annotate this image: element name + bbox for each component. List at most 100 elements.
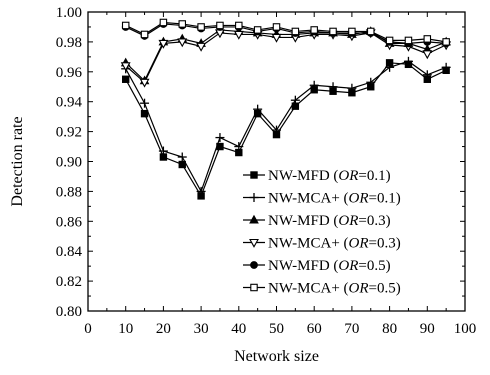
legend-label-base: NW-MCA+ xyxy=(268,281,344,297)
data-point-s1 xyxy=(403,56,413,66)
data-point-s5 xyxy=(235,21,243,30)
series-layer xyxy=(120,18,452,200)
data-point-s5 xyxy=(366,27,375,36)
series-1 xyxy=(121,56,451,196)
legend-item-2: NW-MFD (OR=0.3) xyxy=(243,213,391,229)
x-tick-label: 60 xyxy=(307,321,322,337)
y-tick-label: 0.84 xyxy=(56,244,83,260)
series-line-1 xyxy=(125,60,447,193)
legend-label-value: =0.1 xyxy=(358,168,385,184)
x-axis-title: Network size xyxy=(234,348,319,365)
x-tick-label: 90 xyxy=(420,321,435,337)
data-point-s5 xyxy=(178,20,187,28)
legend-label-paren: ( xyxy=(333,168,338,184)
x-tick-label: 40 xyxy=(231,321,246,337)
data-point-s5 xyxy=(250,283,258,292)
legend-item-4: NW-MFD (OR=0.5) xyxy=(243,258,391,274)
legend-label-param: OR xyxy=(349,281,369,297)
legend-label: NW-MFD (OR=0.5) xyxy=(268,258,391,274)
legend: NW-MFD (OR=0.1)NW-MCA+ (OR=0.1)NW-MFD (O… xyxy=(243,168,401,297)
legend-label-paren: ( xyxy=(344,281,349,297)
data-point-s5 xyxy=(404,36,413,45)
data-point-s5 xyxy=(310,26,318,34)
legend-label-value: =0.5 xyxy=(369,281,396,297)
data-point-s5 xyxy=(197,23,205,31)
legend-label-param: OR xyxy=(349,236,369,252)
legend-label-paren: ) xyxy=(396,281,401,297)
y-tick-label: 0.92 xyxy=(56,125,82,141)
y-tick-label: 0.98 xyxy=(56,35,82,51)
legend-label-base: NW-MFD xyxy=(268,258,333,274)
data-point-s1 xyxy=(249,193,259,202)
legend-label-param: OR xyxy=(338,168,358,184)
legend-label-paren: ) xyxy=(386,258,391,274)
x-tick-label: 70 xyxy=(344,321,359,337)
legend-label-base: NW-MCA+ xyxy=(268,191,344,207)
data-point-s5 xyxy=(291,27,300,36)
legend-label-paren: ) xyxy=(396,236,401,252)
y-axis-title: Detection rate xyxy=(9,116,26,206)
data-point-s1 xyxy=(328,82,338,92)
data-point-s1 xyxy=(422,70,432,80)
data-point-s5 xyxy=(121,21,130,30)
legend-label-paren: ) xyxy=(396,191,401,207)
legend-label-param: OR xyxy=(349,191,369,207)
legend-label: NW-MCA+ (OR=0.5) xyxy=(268,281,401,297)
y-tick-label: 0.86 xyxy=(56,214,83,230)
data-point-s5 xyxy=(329,27,337,36)
legend-label-value: =0.1 xyxy=(369,191,396,207)
y-tick-label: 0.80 xyxy=(56,304,82,320)
data-point-s5 xyxy=(272,23,281,31)
data-point-s3 xyxy=(177,38,188,48)
y-tick-label: 0.96 xyxy=(56,65,83,81)
data-point-s1 xyxy=(140,98,150,108)
data-point-s1 xyxy=(441,62,451,72)
x-tick-label: 100 xyxy=(454,321,477,337)
legend-label: NW-MFD (OR=0.1) xyxy=(268,168,391,184)
data-point-s5 xyxy=(442,38,450,46)
legend-label-base: NW-MFD xyxy=(268,213,333,229)
y-tick-label: 0.82 xyxy=(56,274,82,290)
data-point-s1 xyxy=(290,95,300,105)
legend-label-paren: ) xyxy=(386,213,391,229)
series-line-3 xyxy=(125,32,447,84)
legend-item-5: NW-MCA+ (OR=0.5) xyxy=(243,281,401,297)
data-point-s1 xyxy=(215,133,225,143)
legend-label-value: =0.5 xyxy=(358,258,385,274)
x-tick-label: 50 xyxy=(269,321,284,337)
data-point-s1 xyxy=(272,125,281,135)
data-point-s1 xyxy=(253,104,263,114)
data-point-s3 xyxy=(120,62,131,72)
data-point-s5 xyxy=(216,21,224,30)
data-point-s3 xyxy=(271,33,282,43)
legend-item-3: NW-MCA+ (OR=0.3) xyxy=(243,236,401,252)
series-3 xyxy=(120,29,452,88)
data-point-s5 xyxy=(423,35,432,43)
x-tick-label: 0 xyxy=(84,321,92,337)
data-point-s3 xyxy=(422,50,433,60)
legend-label-param: OR xyxy=(338,258,358,274)
legend-label: NW-MFD (OR=0.3) xyxy=(268,213,391,229)
data-point-s3 xyxy=(139,78,150,88)
data-point-s5 xyxy=(385,36,394,45)
x-tick-label: 80 xyxy=(382,321,397,337)
data-point-s1 xyxy=(347,83,357,93)
y-tick-label: 0.90 xyxy=(56,155,82,171)
data-point-s1 xyxy=(177,152,187,162)
data-point-s4 xyxy=(250,261,258,269)
series-2 xyxy=(120,24,451,85)
legend-label-paren: ( xyxy=(344,236,349,252)
data-point-s5 xyxy=(140,30,149,39)
legend-label-param: OR xyxy=(338,213,358,229)
series-5 xyxy=(121,18,450,46)
data-point-s2 xyxy=(249,214,259,224)
legend-label-paren: ( xyxy=(333,213,338,229)
x-tick-label: 20 xyxy=(156,321,171,337)
legend-label-base: NW-MCA+ xyxy=(268,236,344,252)
data-point-s3 xyxy=(249,238,259,248)
data-point-s5 xyxy=(253,26,262,34)
y-tick-label: 0.88 xyxy=(56,184,82,200)
legend-label-paren: ( xyxy=(344,191,349,207)
legend-label-value: =0.3 xyxy=(358,213,385,229)
